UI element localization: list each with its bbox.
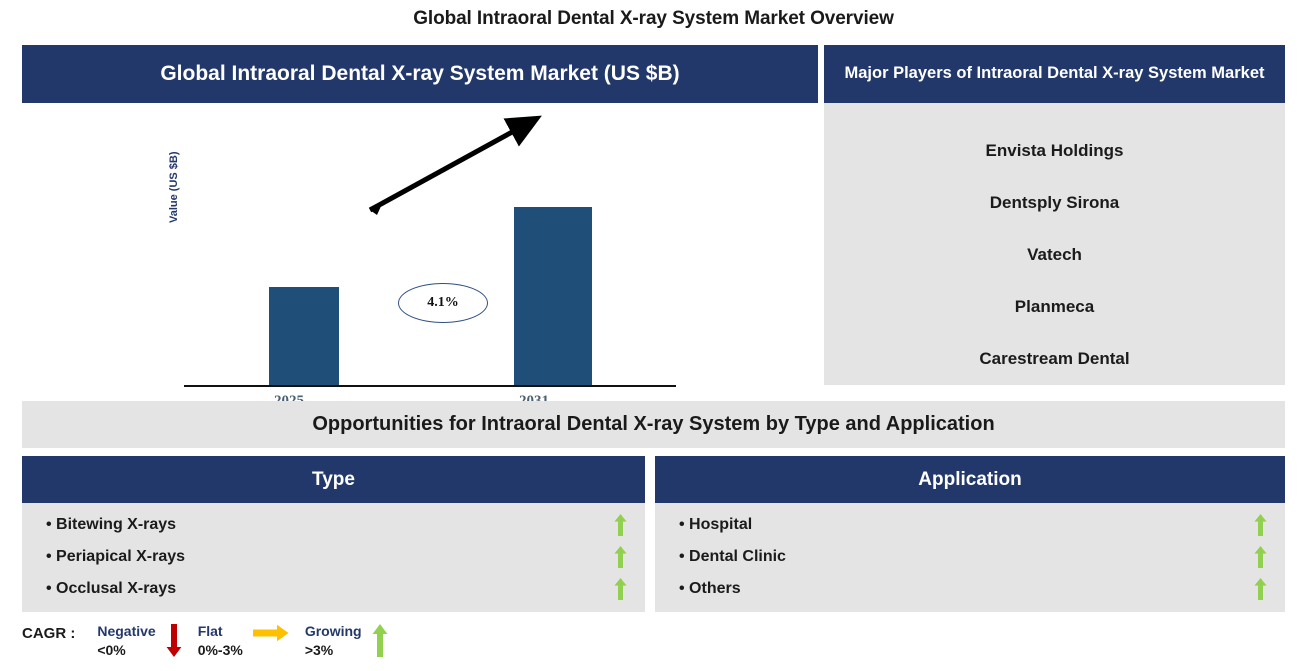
list-item: Envista Holdings xyxy=(985,141,1124,160)
application-row-label: • Hospital xyxy=(679,516,753,533)
legend-negative-text: Negative <0% xyxy=(97,622,155,660)
legend-growing-name: Growing xyxy=(304,623,362,639)
right-arrow-icon xyxy=(243,622,297,642)
legend-item-flat: Flat 0%-3% xyxy=(198,622,297,660)
table-row: • Hospital xyxy=(655,509,1285,541)
growing-arrow-icon xyxy=(614,578,627,600)
legend-growing-range: >3% xyxy=(304,641,334,658)
market-bar-chart: Value (US $B) 4.1% 2025 2031 Source : Lu… xyxy=(22,103,818,441)
major-players-panel-header: Major Players of Intraoral Dental X-ray … xyxy=(824,45,1285,103)
major-players-list: Envista Holdings Dentsply Sirona Vatech … xyxy=(824,103,1285,385)
growing-arrow-icon xyxy=(614,546,627,568)
chart-bar-2025 xyxy=(269,287,339,385)
growing-arrow-icon xyxy=(614,514,627,536)
chart-x-axis-line xyxy=(184,385,676,387)
type-table-body: • Bitewing X-rays • Periapical X-rays • … xyxy=(22,503,645,612)
table-row: • Dental Clinic xyxy=(655,541,1285,573)
cagr-legend-title: CAGR : xyxy=(22,625,76,642)
list-item: Vatech xyxy=(1027,245,1082,264)
type-row-label: • Occlusal X-rays xyxy=(46,580,177,597)
growing-arrow-icon xyxy=(1254,578,1267,600)
legend-flat-name: Flat xyxy=(197,623,223,639)
list-item: Dentsply Sirona xyxy=(989,193,1120,212)
page-title: Global Intraoral Dental X-ray System Mar… xyxy=(413,8,894,29)
cagr-bubble: 4.1% xyxy=(398,283,488,323)
legend-item-negative: Negative <0% xyxy=(97,622,189,660)
market-chart-panel-header: Global Intraoral Dental X-ray System Mar… xyxy=(22,45,818,103)
table-row: • Bitewing X-rays xyxy=(22,509,645,541)
chart-y-axis-label: Value (US $B) xyxy=(168,151,180,223)
opportunities-band-title: Opportunities for Intraoral Dental X-ray… xyxy=(22,401,1285,448)
legend-flat-text: Flat 0%-3% xyxy=(198,622,243,660)
legend-flat-range: 0%-3% xyxy=(197,641,243,658)
application-row-label: • Dental Clinic xyxy=(679,548,786,565)
table-row: • Periapical X-rays xyxy=(22,541,645,573)
type-row-label: • Periapical X-rays xyxy=(46,548,186,565)
opportunities-application-table: Application • Hospital • Dental Clinic •… xyxy=(655,456,1285,612)
list-item: Planmeca xyxy=(1014,297,1095,316)
application-table-body: • Hospital • Dental Clinic • Others xyxy=(655,503,1285,612)
application-table-header: Application xyxy=(655,456,1285,503)
cagr-legend: CAGR : Negative <0% Flat 0%-3% Growing >… xyxy=(22,622,404,667)
legend-growing-text: Growing >3% xyxy=(305,622,362,660)
opportunities-type-table: Type • Bitewing X-rays • Periapical X-ra… xyxy=(22,456,645,612)
application-row-label: • Others xyxy=(679,580,741,597)
growth-arrow-icon xyxy=(368,115,542,215)
growing-arrow-icon xyxy=(1254,514,1267,536)
table-row: • Others xyxy=(655,573,1285,605)
legend-negative-name: Negative xyxy=(97,623,156,639)
growing-arrow-icon xyxy=(1254,546,1267,568)
up-arrow-icon xyxy=(362,622,396,657)
legend-item-growing: Growing >3% xyxy=(305,622,396,660)
legend-negative-range: <0% xyxy=(97,641,126,658)
list-item: Carestream Dental xyxy=(979,349,1130,368)
type-row-label: • Bitewing X-rays xyxy=(46,516,177,533)
down-arrow-icon xyxy=(156,622,190,657)
major-players-panel: Major Players of Intraoral Dental X-ray … xyxy=(824,45,1285,385)
market-chart-panel: Global Intraoral Dental X-ray System Mar… xyxy=(22,45,818,441)
type-table-header: Type xyxy=(22,456,645,503)
chart-bar-2031 xyxy=(514,207,592,385)
table-row: • Occlusal X-rays xyxy=(22,573,645,605)
